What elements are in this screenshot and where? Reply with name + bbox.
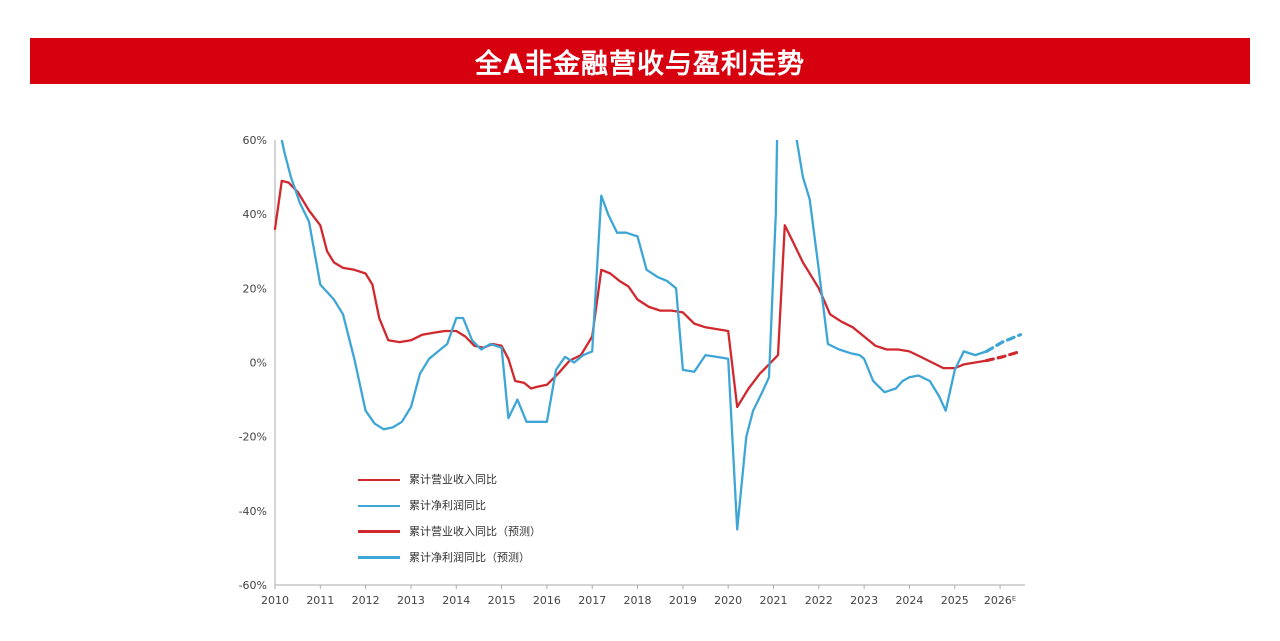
x-tick-label: 2026ᴱ	[984, 594, 1016, 607]
legend-label: 累计净利润同比	[409, 499, 486, 512]
legend-item-profit: 累计净利润同比	[358, 500, 541, 511]
x-tick-label: 2021	[759, 594, 787, 607]
legend-swatch-revenue-line	[358, 478, 400, 481]
revenue_forecast-line	[984, 349, 1023, 363]
x-tick-label: 2012	[352, 594, 380, 607]
profit-line	[280, 140, 988, 531]
legend-swatch-revenue-forecast-line	[358, 529, 400, 534]
legend-swatch-profit-forecast-line	[358, 555, 400, 560]
x-tick-label: 2022	[805, 594, 833, 607]
y-tick-label: -40%	[239, 505, 267, 518]
y-tick-label: -20%	[239, 431, 267, 444]
legend-item-revenue-forecast: 累计营业收入同比（预测）	[358, 526, 541, 537]
revenue-line	[273, 179, 988, 409]
x-tick-label: 2018	[624, 594, 652, 607]
title-banner: 全A非金融营收与盈利走势	[30, 38, 1250, 84]
y-tick-label: 60%	[243, 134, 267, 147]
chart-area: 60% 40% 20% 0% -20% -40% -60% 2010 2011 2012 2013 2…	[230, 130, 1060, 622]
legend-swatch-profit-line	[358, 504, 400, 507]
y-tick-label: 40%	[243, 208, 267, 221]
y-tick-label: 0%	[250, 357, 267, 370]
x-tick-label: 2024	[895, 594, 923, 607]
x-tick-label: 2019	[669, 594, 697, 607]
legend-item-profit-forecast: 累计净利润同比（预测）	[358, 552, 541, 563]
x-tick-label: 2015	[488, 594, 516, 607]
x-tick-label: 2017	[578, 594, 606, 607]
x-tick-label: 2020	[714, 594, 742, 607]
line-chart: 60% 40% 20% 0% -20% -40% -60% 2010 2011 2012 2013 2…	[230, 130, 1060, 626]
legend-item-revenue: 累计营业收入同比	[358, 474, 541, 485]
x-tick-label: 2010	[261, 594, 289, 607]
chart-legend: 累计营业收入同比 累计净利润同比 累计营业收入同比（预测） 累计净利润同比（预测…	[358, 474, 541, 563]
y-tick-label: 20%	[243, 282, 267, 295]
chart-svg: 60% 40% 20% 0% -20% -40% -60% 2010 2011 2012 2013 2…	[239, 134, 1025, 607]
x-tick-label: 2014	[442, 594, 470, 607]
legend-label: 累计净利润同比（预测）	[409, 551, 530, 564]
x-tick-label: 2011	[306, 594, 334, 607]
legend-label: 累计营业收入同比（预测）	[409, 525, 541, 538]
profit_forecast-line	[984, 333, 1023, 353]
x-tick-label: 2025	[941, 594, 969, 607]
x-tick-label: 2023	[850, 594, 878, 607]
page-title: 全A非金融营收与盈利走势	[475, 48, 805, 80]
y-tick-label: -60%	[239, 579, 267, 592]
x-tick-label: 2016	[533, 594, 561, 607]
x-tick-label: 2013	[397, 594, 425, 607]
legend-label: 累计营业收入同比	[409, 473, 497, 486]
